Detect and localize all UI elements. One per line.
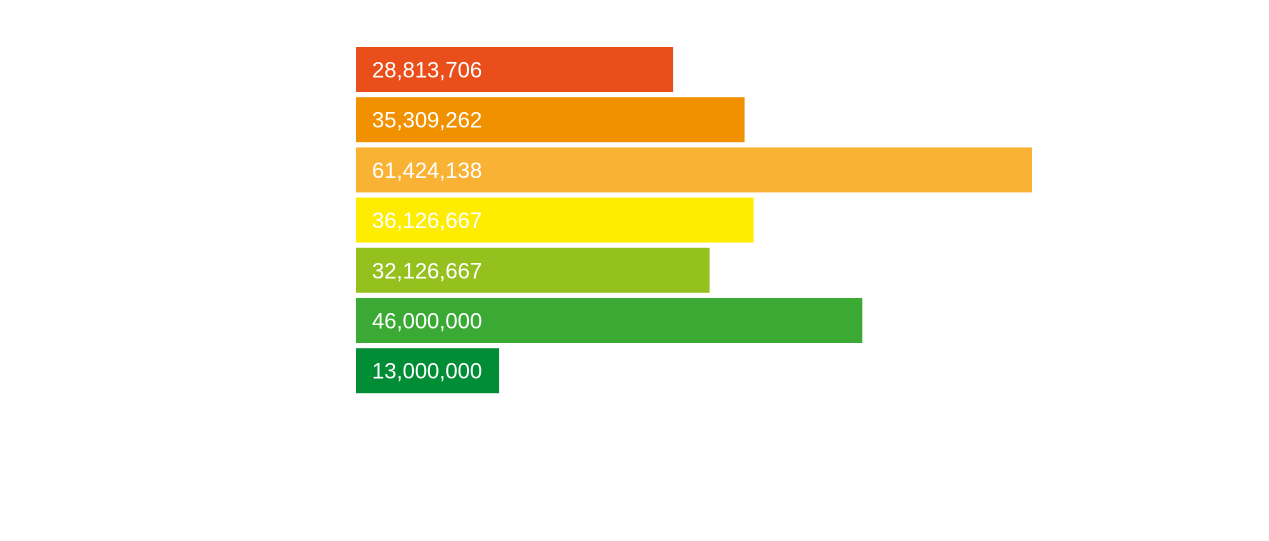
bar-3 xyxy=(356,147,1032,193)
bar-label-1: 28,813,706 xyxy=(372,58,482,83)
bar-label-5: 32,126,667 xyxy=(372,258,482,283)
bar-label-2: 35,309,262 xyxy=(372,108,482,133)
bar-4 xyxy=(356,197,754,243)
data-labels-group: 28,813,706 35,309,262 61,424,138 36,126,667… xyxy=(372,58,482,384)
bar-6 xyxy=(356,298,863,343)
bar-5 xyxy=(356,247,710,293)
bar-label-4: 36,126,667 xyxy=(372,208,482,233)
bar-label-7: 13,000,000 xyxy=(372,359,482,384)
bar-1 xyxy=(356,47,674,92)
bar-2 xyxy=(356,97,745,143)
bar-7 xyxy=(356,348,500,394)
bar-label-3: 61,424,138 xyxy=(372,158,482,183)
bars-group xyxy=(356,47,1032,394)
bar-label-6: 46,000,000 xyxy=(372,309,482,334)
